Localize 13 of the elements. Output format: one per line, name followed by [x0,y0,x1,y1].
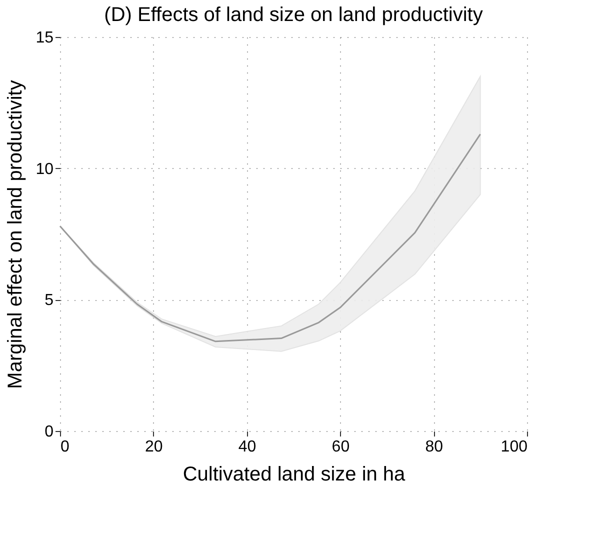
y-tick-label: 15 [36,30,54,46]
y-tick-label: 0 [44,424,54,440]
x-tick-label: 40 [238,438,256,456]
x-tick-label: 80 [425,438,444,456]
x-tick-label: 0 [60,438,70,456]
x-tick-label: 20 [145,438,163,456]
y-tick-label: 10 [36,160,54,178]
x-tick-label: 100 [500,438,528,456]
y-axis-title: Marginal effect on land productivity [4,80,27,389]
y-tick-label: 5 [44,292,54,310]
x-axis-title: Cultivated land size in ha [182,464,406,486]
chart-title: (D) Effects of land size on land productivity [104,4,483,26]
x-tick-label: 60 [332,438,350,456]
